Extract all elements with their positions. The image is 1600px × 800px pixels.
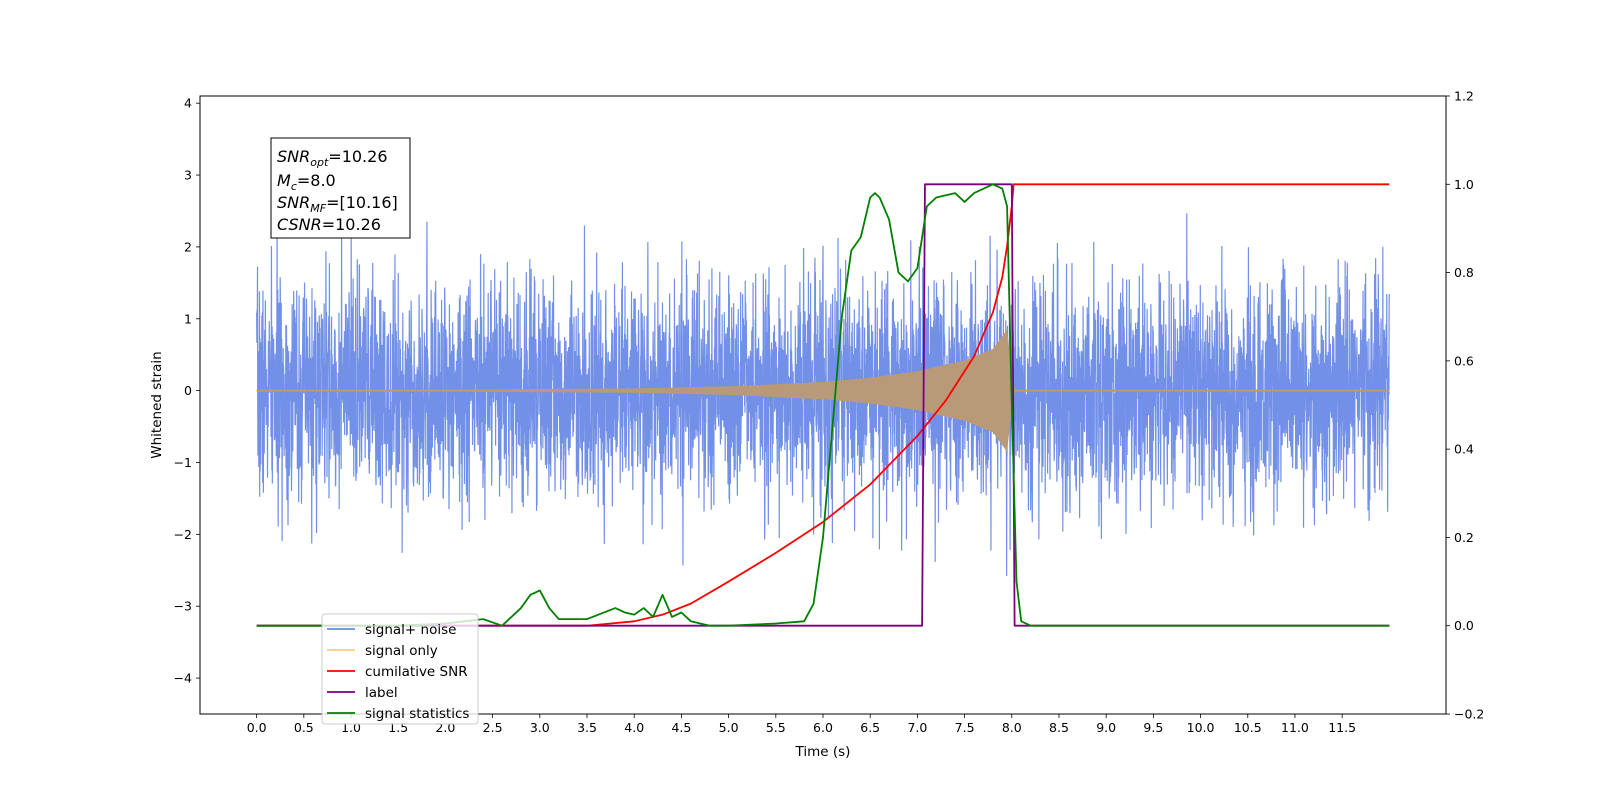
y2-tick-label: 1.0 xyxy=(1454,177,1474,192)
annotation-chirp-mass: Mc=8.0 xyxy=(277,171,336,193)
y-tick-label: 2 xyxy=(184,239,192,254)
right-axis-series xyxy=(256,183,1390,627)
x-tick-label: 11.5 xyxy=(1328,720,1356,735)
signal-statistics-line xyxy=(256,183,1390,627)
x-tick-label: 2.5 xyxy=(483,720,503,735)
signal-plus-noise-line xyxy=(256,213,1390,577)
y-tick-label: −2 xyxy=(174,527,192,542)
x-tick-label: 4.0 xyxy=(624,720,644,735)
y2-tick-label: 1.2 xyxy=(1454,89,1474,104)
legend-label: signal statistics xyxy=(365,706,469,722)
annotation-box: SNRopt=10.26 Mc=8.0 SNRMF=[10.16] CSNR=1… xyxy=(270,137,411,239)
x-tick-label: 6.0 xyxy=(813,720,833,735)
y-tick-label: −1 xyxy=(174,455,192,470)
x-tick-label: 7.0 xyxy=(907,720,927,735)
y-tick-label: −4 xyxy=(174,671,192,686)
y-tick-label: −3 xyxy=(174,599,192,614)
legend-label: cumilative SNR xyxy=(365,664,468,680)
legend-frame xyxy=(321,613,479,725)
x-tick-label: 8.0 xyxy=(1002,720,1022,735)
x-tick-label: 10.5 xyxy=(1234,720,1262,735)
x-tick-label: 5.0 xyxy=(719,720,739,735)
legend: signal+ noise signal only cumilative SNR la… xyxy=(321,613,479,725)
annotation-snr-opt: SNRopt=10.26 xyxy=(277,147,388,169)
label-line xyxy=(256,183,1390,627)
signal-plus-noise-series xyxy=(256,213,1390,577)
x-tick-label: 10.0 xyxy=(1187,720,1215,735)
x-tick-label: 0.5 xyxy=(294,720,314,735)
annotation-frame xyxy=(270,137,411,239)
y2-tick-label: 0.2 xyxy=(1454,530,1474,545)
annotation-csnr: CSNR=10.26 xyxy=(277,215,381,234)
y-tick-label: 4 xyxy=(184,96,192,111)
legend-label: signal+ noise xyxy=(365,622,456,638)
x-tick-label: 3.5 xyxy=(577,720,597,735)
plot-area xyxy=(256,183,1390,627)
y-axis-left: 4 3 2 1 0 −1 −2 −3 −4 xyxy=(174,96,200,686)
x-axis-label: Time (s) xyxy=(795,744,851,760)
y2-tick-label: 0.4 xyxy=(1454,442,1474,457)
x-tick-label: 11.0 xyxy=(1281,720,1309,735)
signal-only-series xyxy=(256,329,1390,452)
y2-tick-label: 0.6 xyxy=(1454,353,1474,368)
x-tick-label: 6.5 xyxy=(860,720,880,735)
y-tick-label: 3 xyxy=(184,168,192,183)
y2-tick-label: 0.8 xyxy=(1454,265,1474,280)
x-tick-label: 5.5 xyxy=(766,720,786,735)
x-axis: 0.0 0.5 1.0 1.5 2.0 2.5 3.0 3.5 4.0 4.5 5.0 5.5 6.0 6… xyxy=(247,714,1356,735)
annotation-snr-mf: SNRMF=[10.16] xyxy=(277,193,398,215)
y-tick-label: 0 xyxy=(184,383,192,398)
x-tick-label: 0.0 xyxy=(247,720,267,735)
legend-label: signal only xyxy=(365,643,438,659)
y-axis-label: Whitened strain xyxy=(149,351,165,458)
y-tick-label: 1 xyxy=(184,311,192,326)
y2-tick-label: −0.2 xyxy=(1454,707,1484,722)
x-tick-label: 3.0 xyxy=(530,720,550,735)
x-tick-label: 9.0 xyxy=(1096,720,1116,735)
legend-label: label xyxy=(365,685,398,701)
x-tick-label: 9.5 xyxy=(1143,720,1163,735)
x-tick-label: 8.5 xyxy=(1049,720,1069,735)
x-tick-label: 7.5 xyxy=(955,720,975,735)
y-axis-right: 1.2 1.0 0.8 0.6 0.4 0.2 0.0 −0.2 xyxy=(1446,89,1484,722)
x-tick-label: 4.5 xyxy=(671,720,691,735)
y2-tick-label: 0.0 xyxy=(1454,618,1474,633)
